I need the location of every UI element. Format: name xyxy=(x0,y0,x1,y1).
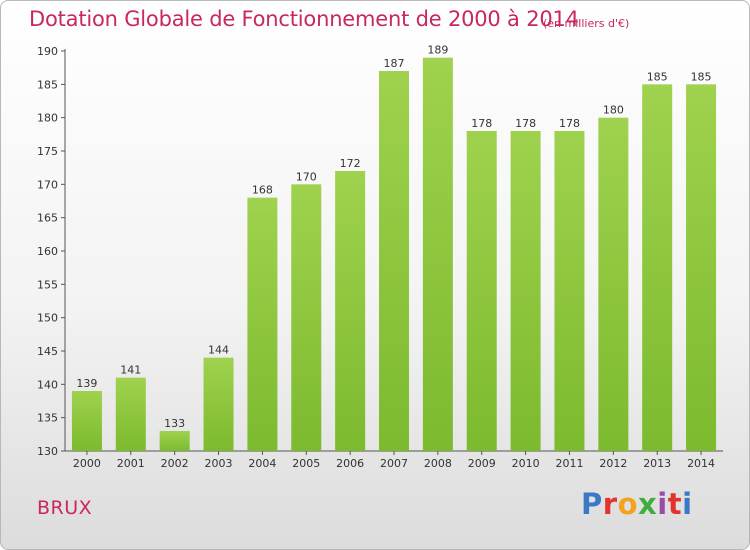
logo-letter: t xyxy=(667,487,683,521)
x-tick-label-2009: 2009 xyxy=(468,457,496,470)
data-label-2002: 133 xyxy=(164,417,185,430)
x-tick-label-2004: 2004 xyxy=(248,457,276,470)
bar-2007 xyxy=(379,71,409,451)
y-tick-label: 150 xyxy=(37,312,58,325)
y-tick-label: 140 xyxy=(37,378,58,391)
bar-2014 xyxy=(686,84,717,451)
y-tick-label: 145 xyxy=(37,345,58,358)
data-label-2010: 178 xyxy=(515,117,536,130)
bar-2009 xyxy=(466,131,497,451)
data-label-2014: 185 xyxy=(691,70,712,83)
commune-name: BRUX xyxy=(37,497,93,519)
y-tick-label: 155 xyxy=(37,278,58,291)
y-tick-label: 135 xyxy=(37,412,58,425)
data-label-2011: 178 xyxy=(559,117,580,130)
bar-2001 xyxy=(115,377,146,451)
y-tick-label: 165 xyxy=(37,212,58,225)
chart-title: Dotation Globale de Fonctionnement de 20… xyxy=(29,7,579,31)
bar-2000 xyxy=(71,391,102,451)
data-label-2001: 141 xyxy=(120,364,141,377)
x-tick-label-2010: 2010 xyxy=(512,457,540,470)
y-tick-label: 160 xyxy=(37,245,58,258)
chart-subtitle: (en milliers d'€) xyxy=(543,17,630,30)
logo-letter: x xyxy=(638,487,658,521)
proxiti-logo[interactable]: Proxiti xyxy=(581,487,693,521)
x-tick-label-2001: 2001 xyxy=(117,457,145,470)
bar-2004 xyxy=(247,197,278,451)
logo-letter: i xyxy=(682,487,693,521)
bar-2012 xyxy=(598,117,629,452)
data-label-2009: 178 xyxy=(471,117,492,130)
data-label-2003: 144 xyxy=(208,344,229,357)
y-tick-label: 190 xyxy=(37,45,58,58)
logo-letter: i xyxy=(657,487,668,521)
x-tick-label-2005: 2005 xyxy=(292,457,320,470)
bar-2006 xyxy=(335,171,366,451)
data-label-2007: 187 xyxy=(384,57,405,70)
data-label-2008: 189 xyxy=(427,44,448,57)
data-label-2013: 185 xyxy=(647,70,668,83)
x-tick-label-2006: 2006 xyxy=(336,457,364,470)
y-tick-label: 170 xyxy=(37,178,58,191)
bar-2008 xyxy=(422,57,453,452)
x-tick-label-2013: 2013 xyxy=(643,457,671,470)
data-label-2012: 180 xyxy=(603,104,624,117)
y-tick-label: 180 xyxy=(37,112,58,125)
x-tick-label-2002: 2002 xyxy=(161,457,189,470)
x-tick-label-2014: 2014 xyxy=(687,457,715,470)
x-tick-label-2008: 2008 xyxy=(424,457,452,470)
bar-2011 xyxy=(554,131,585,451)
logo-letter: r xyxy=(602,487,618,521)
data-label-2005: 170 xyxy=(296,170,317,183)
data-label-2000: 139 xyxy=(76,377,97,390)
bar-2013 xyxy=(642,84,673,451)
y-tick-label: 130 xyxy=(37,445,58,458)
bar-2002 xyxy=(159,431,190,451)
bar-2005 xyxy=(291,184,322,452)
x-tick-label-2011: 2011 xyxy=(555,457,583,470)
y-tick-label: 185 xyxy=(37,78,58,91)
data-label-2006: 172 xyxy=(340,157,361,170)
bar-2003 xyxy=(203,357,234,451)
logo-letter: o xyxy=(617,487,639,521)
x-tick-label-2000: 2000 xyxy=(73,457,101,470)
logo-letter: P xyxy=(581,487,603,521)
data-label-2004: 168 xyxy=(252,184,273,197)
x-tick-label-2012: 2012 xyxy=(599,457,627,470)
y-tick-label: 175 xyxy=(37,145,58,158)
x-tick-label-2003: 2003 xyxy=(205,457,233,470)
bar-2010 xyxy=(510,131,541,451)
x-tick-label-2007: 2007 xyxy=(380,457,408,470)
